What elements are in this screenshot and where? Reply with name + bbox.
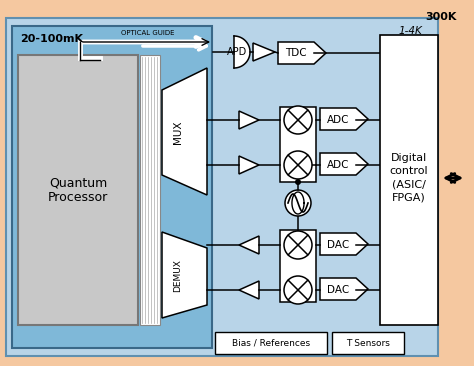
Circle shape xyxy=(284,106,312,134)
Text: DEMUX: DEMUX xyxy=(173,259,182,292)
Circle shape xyxy=(295,179,301,185)
Text: T Sensors: T Sensors xyxy=(346,339,390,347)
Text: ADC: ADC xyxy=(327,160,349,170)
Bar xyxy=(18,55,138,325)
Text: DAC: DAC xyxy=(327,285,349,295)
Polygon shape xyxy=(320,153,368,175)
Polygon shape xyxy=(239,111,259,129)
Bar xyxy=(12,26,212,348)
Polygon shape xyxy=(239,156,259,174)
Bar xyxy=(332,332,404,354)
Polygon shape xyxy=(320,278,368,300)
Bar xyxy=(215,332,327,354)
Polygon shape xyxy=(253,43,275,61)
Circle shape xyxy=(284,276,312,304)
Text: TDC: TDC xyxy=(285,48,307,58)
Text: 1-4K: 1-4K xyxy=(398,26,422,36)
Polygon shape xyxy=(239,236,259,254)
Polygon shape xyxy=(162,68,207,195)
Text: Digital
control
(ASIC/
FPGA): Digital control (ASIC/ FPGA) xyxy=(390,153,428,203)
Text: MUX: MUX xyxy=(173,120,183,144)
Bar xyxy=(280,107,316,182)
Bar xyxy=(140,55,160,325)
Polygon shape xyxy=(162,232,207,318)
Text: Bias / References: Bias / References xyxy=(232,339,310,347)
FancyArrowPatch shape xyxy=(446,173,460,182)
Circle shape xyxy=(284,231,312,259)
Bar xyxy=(280,230,316,302)
Polygon shape xyxy=(278,42,326,64)
Polygon shape xyxy=(320,233,368,255)
Polygon shape xyxy=(320,108,368,130)
Text: 20-100mK: 20-100mK xyxy=(20,34,83,44)
Circle shape xyxy=(284,151,312,179)
Text: DAC: DAC xyxy=(327,240,349,250)
Text: Quantum
Processor: Quantum Processor xyxy=(48,176,108,204)
Circle shape xyxy=(285,190,311,216)
Bar xyxy=(380,35,438,325)
Polygon shape xyxy=(234,36,250,68)
Text: ADC: ADC xyxy=(327,115,349,125)
Text: OPTICAL GUIDE: OPTICAL GUIDE xyxy=(121,30,175,36)
Text: 300K: 300K xyxy=(426,12,457,22)
Text: APD: APD xyxy=(227,47,247,57)
Polygon shape xyxy=(239,281,259,299)
